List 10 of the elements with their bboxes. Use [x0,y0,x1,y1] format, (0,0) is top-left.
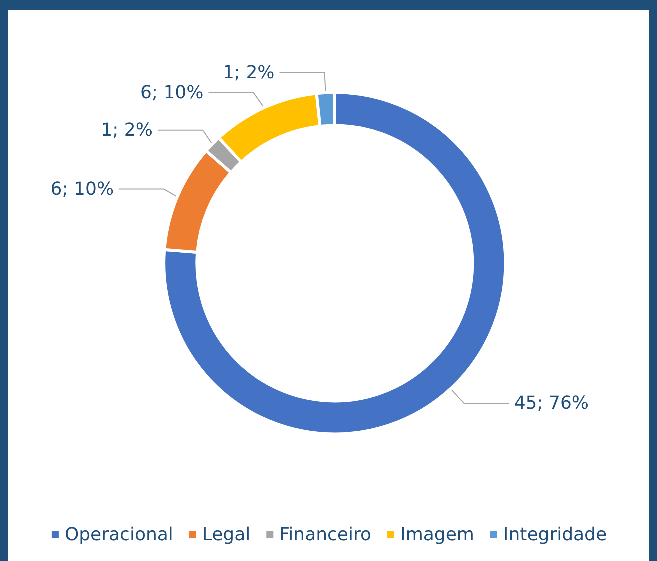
legend-label: Financeiro [280,524,372,546]
data-label: 45; 76% [514,393,590,414]
legend-label: Integridade [503,524,608,546]
legend-label: Operacional [64,524,174,546]
legend-label: Legal [202,524,251,546]
data-label: 1; 2% [101,120,153,141]
data-label: 6; 10% [50,178,114,200]
data-label: 6; 10% [140,82,204,104]
data-label: 1; 2% [222,62,275,84]
legend-label: Imagem [400,524,474,546]
